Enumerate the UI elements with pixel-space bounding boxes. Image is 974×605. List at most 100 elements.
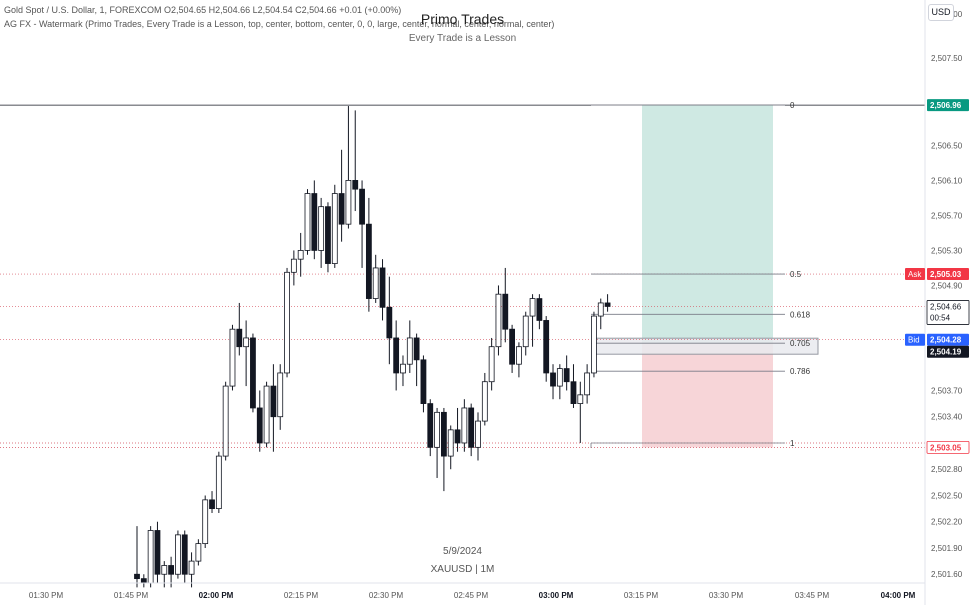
candle — [488, 337, 495, 391]
candle-body — [556, 368, 563, 387]
candle — [604, 294, 611, 312]
candle-body — [516, 346, 522, 365]
candle-body — [338, 193, 345, 225]
candle — [318, 197, 325, 268]
currency-button[interactable]: USD — [928, 4, 954, 21]
candle-body — [215, 455, 222, 510]
watermark-date: 5/9/2024 — [443, 546, 482, 557]
price-tick: 2,503.70 — [931, 386, 963, 395]
time-tick: 02:30 PM — [369, 591, 404, 600]
candle-body — [386, 306, 393, 339]
candle — [434, 407, 440, 478]
candle-body — [140, 578, 147, 584]
candle — [243, 320, 250, 387]
candle-body — [427, 403, 434, 448]
price-tick: 2,502.20 — [931, 518, 963, 527]
candle-body — [325, 206, 331, 264]
time-tick: 03:15 PM — [624, 591, 659, 600]
candle — [400, 355, 406, 387]
candle — [461, 399, 468, 452]
fib-label: 0.5 — [790, 270, 802, 279]
candle-body — [440, 411, 447, 457]
price-tick: 2,502.50 — [931, 491, 963, 500]
candle-body — [359, 188, 365, 225]
candle-body — [277, 372, 284, 418]
candle — [215, 451, 222, 513]
ask-price-label: 2,505.03 — [930, 270, 962, 279]
candle-body — [522, 315, 529, 348]
candle — [154, 521, 161, 583]
candle-body — [563, 368, 570, 383]
candle-body — [365, 223, 372, 299]
candle-body — [454, 429, 461, 444]
candle — [277, 364, 284, 430]
fib-label: 1 — [790, 439, 795, 448]
candle — [543, 316, 550, 382]
candle — [406, 320, 413, 373]
time-tick: 01:30 PM — [29, 591, 64, 600]
candle — [556, 364, 563, 400]
candle — [495, 285, 502, 356]
price-tick: 2,505.30 — [931, 246, 963, 255]
candle — [454, 407, 461, 452]
candle — [591, 311, 597, 378]
candle — [195, 539, 202, 566]
symbol-info-legend[interactable]: Gold Spot / U.S. Dollar, 1, FOREXCOM O2,… — [4, 5, 402, 15]
price-tick: 2,501.90 — [931, 544, 963, 553]
candle-body — [393, 337, 400, 374]
candle-body — [304, 193, 311, 251]
entry-price-label: 2,504.19 — [930, 348, 962, 357]
last-price-label: 2,504.66 — [930, 302, 962, 311]
candle — [440, 407, 447, 492]
stop-price-border — [926, 440, 970, 454]
candle-body — [181, 534, 188, 575]
fib-label: 0.705 — [790, 339, 811, 348]
candle — [386, 276, 393, 365]
candle-body — [175, 534, 181, 575]
candle — [290, 250, 297, 286]
price-tick: 2,504.90 — [931, 281, 963, 290]
price-tick: 2,505.70 — [931, 211, 963, 220]
price-tick: 2,507.50 — [931, 54, 963, 63]
candle — [338, 149, 345, 242]
candle-body — [236, 328, 243, 348]
candle — [236, 302, 243, 356]
candle-body — [475, 420, 481, 448]
ask-tag: Ask — [908, 270, 922, 279]
candle-body — [168, 565, 175, 575]
candle — [229, 324, 236, 391]
candle — [481, 372, 488, 426]
candle-body — [468, 407, 475, 448]
candle — [222, 381, 229, 461]
candle-body — [284, 271, 290, 374]
candle — [284, 267, 290, 378]
candle-body — [195, 543, 202, 562]
candle — [263, 381, 270, 448]
candle — [563, 355, 570, 391]
candle-body — [379, 267, 386, 308]
price-tick: 2,502.80 — [931, 465, 963, 474]
time-tick: 03:00 PM — [539, 591, 574, 600]
time-axis: 01:30 PM 01:45 PM 02:00 PM 02:15 PM 02:30 PM… — [29, 591, 916, 600]
candle — [509, 324, 516, 373]
stop-price-label: 2,503.05 — [930, 443, 962, 452]
candle-body — [372, 267, 379, 299]
candle-body — [331, 193, 338, 264]
candle-body — [161, 565, 168, 575]
candle-body — [229, 328, 236, 387]
candle-body — [318, 206, 325, 251]
candle-body — [406, 337, 413, 365]
price-tick: 2,506.10 — [931, 176, 963, 185]
indicator-legend[interactable]: AG FX - Watermark (Primo Trades, Every T… — [4, 19, 555, 29]
candle-body — [311, 193, 318, 251]
candle-body — [584, 372, 591, 396]
candle — [352, 110, 359, 212]
candle — [536, 294, 543, 330]
candle — [393, 320, 400, 391]
candle — [427, 399, 434, 457]
candle-body — [570, 381, 577, 404]
candle-body — [290, 258, 297, 273]
candle — [331, 184, 338, 268]
candle-body — [250, 337, 256, 409]
